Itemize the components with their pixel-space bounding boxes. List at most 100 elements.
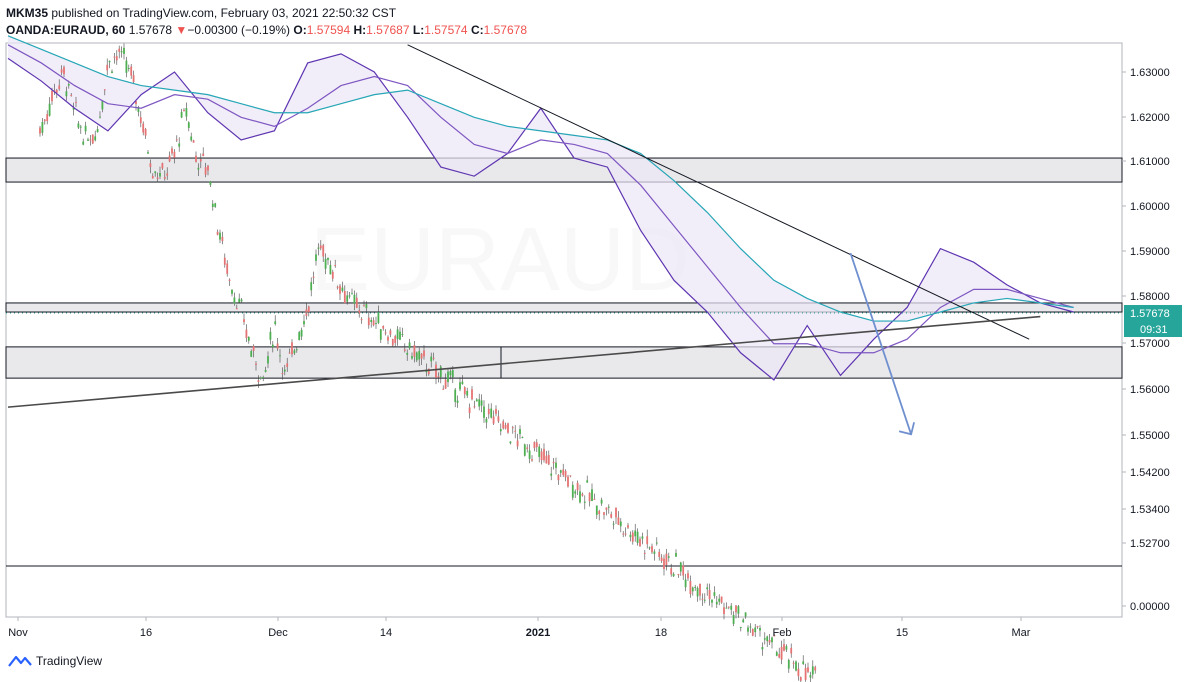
candle-body: [96, 129, 99, 133]
candle-body: [185, 108, 188, 117]
candle-body: [399, 331, 401, 340]
candle-body: [420, 353, 423, 359]
candle-body: [283, 369, 286, 372]
candle-body: [795, 661, 797, 671]
candle-body: [139, 117, 142, 124]
candle-body: [394, 336, 397, 344]
candle-body: [526, 447, 529, 449]
open-value: 1.57594: [306, 23, 351, 37]
candle-body: [375, 323, 377, 325]
candle-body: [113, 56, 116, 58]
series-line-2: [7, 35, 1074, 322]
candle-body: [480, 400, 483, 406]
candle-body: [552, 461, 555, 464]
candle-body: [634, 530, 637, 537]
candle-body: [243, 319, 245, 323]
candle-body: [735, 605, 737, 613]
close-label: C:: [470, 23, 484, 37]
candle-body: [564, 471, 567, 478]
candle-body: [538, 446, 541, 457]
y-tick-label: 1.54200: [1130, 467, 1170, 479]
candle-body: [209, 181, 212, 185]
low-value: 1.57574: [424, 23, 468, 37]
candle-body: [233, 297, 236, 304]
candle-body: [106, 64, 109, 71]
candle-body: [579, 491, 581, 503]
candle-body: [190, 136, 193, 141]
candle-body: [39, 127, 41, 134]
candle-body: [159, 173, 161, 177]
candle-body: [499, 429, 502, 432]
candle-body: [783, 644, 785, 651]
candle-body: [598, 511, 601, 515]
candle-body: [329, 265, 332, 275]
candle-body: [187, 122, 190, 128]
candle-body: [617, 517, 620, 525]
symbol-label[interactable]: OANDA:EURAUD, 60: [6, 23, 126, 37]
candle-body: [435, 364, 437, 378]
candle-body: [267, 356, 269, 364]
candle-body: [540, 451, 543, 461]
candle-body: [307, 306, 310, 313]
footer-brand[interactable]: TradingView: [8, 654, 102, 668]
candle-body: [461, 381, 464, 385]
candle-body: [298, 332, 301, 341]
candle-body: [360, 319, 363, 321]
y-tick-label: 1.56000: [1130, 384, 1170, 396]
candle-body: [600, 499, 603, 504]
candle-body: [250, 351, 253, 357]
candle-body: [154, 171, 157, 174]
candle-body: [418, 351, 421, 360]
candle-body: [447, 371, 449, 383]
candle-body: [207, 165, 209, 171]
candle-body: [226, 263, 229, 274]
candle-body: [235, 308, 238, 310]
candle-body: [99, 116, 101, 118]
candle-body: [641, 536, 644, 539]
x-tick-label: Dec: [268, 627, 288, 639]
author[interactable]: MKM35: [6, 6, 49, 20]
zone-0[interactable]: [5, 157, 1123, 183]
candle-body: [327, 257, 329, 260]
candle-body: [766, 636, 769, 642]
candle-body: [295, 349, 298, 351]
candle-body: [192, 140, 195, 143]
candle-body: [41, 122, 44, 133]
candle-body: [672, 573, 675, 577]
candle-body: [785, 646, 788, 650]
trendline-0[interactable]: [407, 44, 1030, 340]
candle-body: [723, 607, 725, 615]
trendline-1[interactable]: [7, 315, 1041, 408]
low-label: L:: [412, 23, 425, 37]
price-badge: [1124, 305, 1182, 322]
candle-body: [355, 297, 358, 308]
forecast-arrow[interactable]: [849, 252, 912, 435]
candle-body: [737, 606, 740, 614]
candle-body: [478, 399, 481, 407]
candle-body: [46, 114, 49, 122]
candle-body: [557, 474, 560, 481]
zone-2[interactable]: [5, 346, 1123, 379]
tradingview-logo-icon: [8, 655, 32, 667]
candle-body: [48, 103, 51, 116]
candle-body: [567, 476, 569, 487]
candle-body: [449, 371, 452, 376]
candle-body: [127, 68, 130, 70]
zone-1[interactable]: [5, 302, 1123, 313]
y-tick-label: 0.00000: [1130, 601, 1170, 613]
candle-body: [291, 342, 293, 355]
candle-body: [576, 482, 579, 491]
candle-body: [346, 295, 349, 302]
candle-body: [171, 148, 173, 154]
candle-body: [607, 506, 610, 508]
candle-body: [166, 173, 169, 176]
candle-body: [720, 596, 723, 603]
candle-body: [367, 317, 370, 326]
candle-body: [202, 153, 205, 157]
candle-body: [334, 265, 337, 267]
ribbon-band: [8, 35, 1074, 380]
candle-body: [437, 376, 440, 378]
candle-body: [147, 152, 149, 154]
candle-body: [483, 406, 485, 418]
